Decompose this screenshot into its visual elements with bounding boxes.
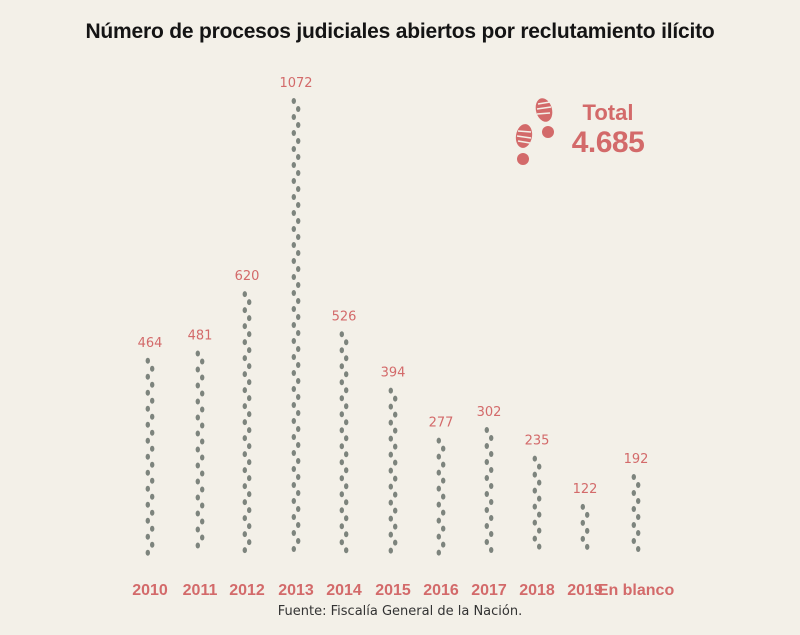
value-label: 122 — [573, 482, 598, 497]
bar-2019 — [580, 503, 590, 550]
footprint-chart: 464 481 620 1072 526 394 277 302 235 122 192 2010 2… — [132, 76, 675, 599]
bar-2014 — [339, 331, 349, 554]
category-label: 2011 — [183, 582, 218, 599]
footprints-icon — [515, 98, 554, 165]
value-label: 464 — [138, 336, 163, 351]
value-label: 302 — [477, 405, 502, 420]
bar-en-blanco — [631, 473, 641, 552]
bar-2010 — [145, 357, 155, 556]
category-label: 2012 — [229, 582, 265, 599]
bar-2013 — [291, 98, 301, 552]
total-value: 4.685 — [571, 126, 645, 159]
chart-title: Número de procesos judiciales abiertos p… — [85, 20, 715, 43]
value-label: 235 — [525, 434, 550, 449]
value-label: 192 — [624, 452, 649, 467]
value-label: 481 — [188, 328, 213, 343]
bar-2012 — [242, 291, 252, 554]
source-note: Fuente: Fiscalía General de la Nación. — [277, 604, 523, 619]
bar-2016 — [436, 437, 446, 556]
value-label: 277 — [429, 416, 454, 431]
category-label: 2018 — [519, 582, 555, 599]
value-label: 394 — [381, 366, 406, 381]
category-label: 2010 — [132, 582, 168, 599]
category-label: 2015 — [375, 582, 411, 599]
bar-2015 — [388, 387, 398, 554]
value-label: 526 — [332, 309, 357, 324]
category-label: En blanco — [598, 582, 675, 599]
bar-2018 — [532, 455, 542, 550]
value-label: 620 — [235, 269, 260, 284]
category-label: 2017 — [471, 582, 507, 599]
category-label: 2013 — [278, 582, 314, 599]
bar-2011 — [195, 350, 205, 549]
total-label: Total — [582, 100, 634, 125]
category-label: 2016 — [423, 582, 459, 599]
value-label: 1072 — [279, 76, 312, 91]
category-label: 2019 — [567, 582, 603, 599]
bar-2017 — [484, 426, 494, 553]
total-block: Total 4.685 — [568, 100, 648, 160]
category-label: 2014 — [326, 582, 362, 599]
